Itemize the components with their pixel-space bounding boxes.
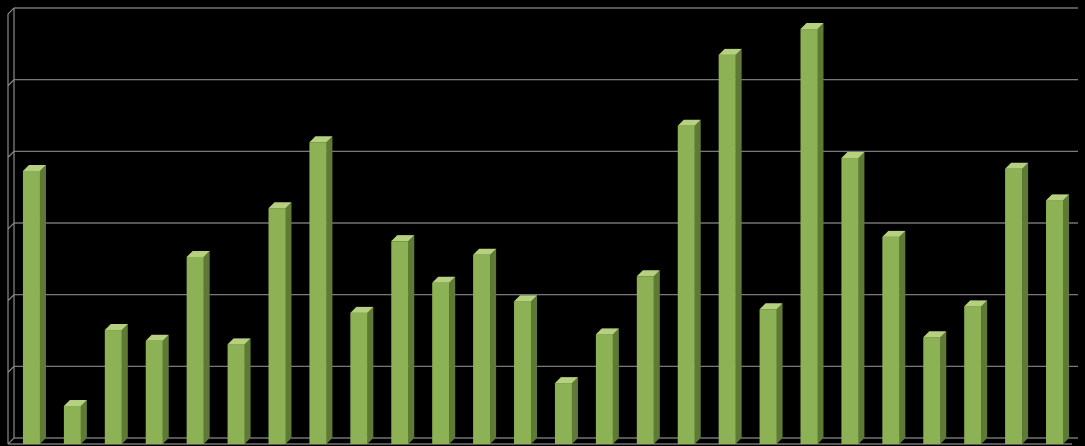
bar xyxy=(63,406,81,444)
bar-side xyxy=(858,152,865,445)
bar-side xyxy=(449,276,456,444)
bar-side xyxy=(326,136,333,445)
bar-top xyxy=(718,48,742,55)
bar-side xyxy=(571,377,578,444)
bar xyxy=(473,254,491,444)
bar xyxy=(554,383,572,444)
grid-slant xyxy=(7,437,15,445)
bar-side xyxy=(981,300,988,444)
bar xyxy=(227,344,245,444)
bar-top xyxy=(309,136,333,143)
grid-slant xyxy=(7,79,15,87)
bar-top xyxy=(391,235,415,242)
bar-side xyxy=(121,324,128,444)
bar-side xyxy=(162,334,169,444)
bar xyxy=(309,142,327,445)
bar xyxy=(104,330,122,444)
bar-top xyxy=(104,324,128,331)
bar xyxy=(882,236,900,444)
bar xyxy=(1046,200,1064,444)
bar-top xyxy=(145,334,169,341)
bar-top xyxy=(473,248,497,255)
bar-top xyxy=(923,331,947,338)
bar-side xyxy=(408,235,415,444)
bar-side xyxy=(940,331,947,444)
bar-side xyxy=(899,230,906,444)
bar-side xyxy=(612,328,619,444)
bar-side xyxy=(1022,162,1029,445)
bar-top xyxy=(677,119,701,126)
bar-top xyxy=(1046,194,1070,201)
bar xyxy=(595,334,613,444)
bar xyxy=(923,337,941,444)
bar-side xyxy=(817,23,824,445)
grid-slant xyxy=(7,150,15,158)
bar-top xyxy=(800,23,824,30)
bar-side xyxy=(694,119,701,445)
bar xyxy=(800,29,818,445)
bar-top xyxy=(636,270,660,277)
bar-side xyxy=(203,250,210,444)
bar-top xyxy=(964,300,988,307)
bar xyxy=(145,340,163,444)
bar xyxy=(350,312,368,444)
bar xyxy=(268,208,286,444)
bar xyxy=(677,125,695,445)
grid-slant xyxy=(7,7,15,15)
bar-side xyxy=(39,164,46,444)
bar xyxy=(964,306,982,444)
bar-side xyxy=(367,306,374,444)
bar-top xyxy=(186,250,210,257)
grid-slant xyxy=(7,222,15,230)
bar-top xyxy=(841,152,865,159)
bar-side xyxy=(80,400,87,444)
bar xyxy=(22,170,40,444)
bar xyxy=(759,309,777,444)
bar-top xyxy=(595,328,619,335)
bar-side xyxy=(735,48,742,444)
bar-side xyxy=(285,202,292,444)
bar-top xyxy=(227,338,251,345)
bar-top xyxy=(1005,162,1029,169)
bar-side xyxy=(776,303,783,444)
bar-top xyxy=(350,306,374,313)
bar xyxy=(186,256,204,444)
bar-top xyxy=(22,164,46,171)
bar xyxy=(1005,168,1023,445)
bar-top xyxy=(554,377,578,384)
bar-top xyxy=(63,400,87,407)
bar-top xyxy=(268,202,292,209)
bar xyxy=(718,54,736,444)
bar-side xyxy=(531,295,538,444)
bar xyxy=(514,301,532,444)
bar-top xyxy=(759,303,783,310)
bar-top xyxy=(882,230,906,237)
bar xyxy=(841,158,859,445)
bar-side xyxy=(653,270,660,444)
bar xyxy=(636,276,654,444)
bar-side xyxy=(1063,194,1070,444)
bar xyxy=(391,241,409,444)
grid-slant xyxy=(7,294,15,302)
bar xyxy=(432,282,450,444)
bar-side xyxy=(490,248,497,444)
bar-top xyxy=(514,295,538,302)
bar-side xyxy=(244,338,251,444)
bar-top xyxy=(432,276,456,283)
grid-slant xyxy=(7,365,15,373)
